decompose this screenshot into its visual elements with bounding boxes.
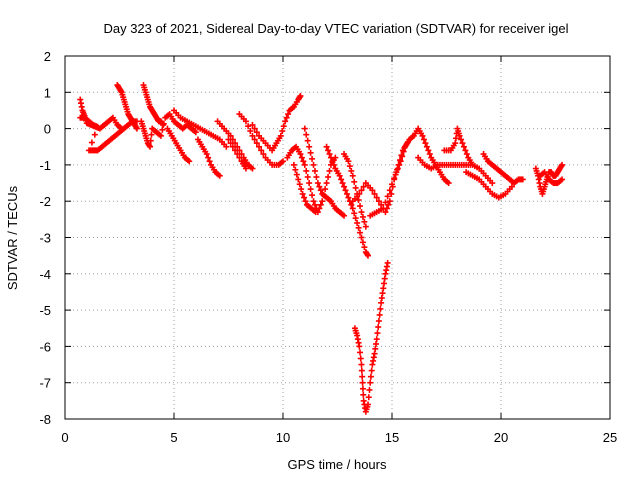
data-point <box>367 380 373 386</box>
data-point <box>324 180 330 186</box>
data-point <box>303 132 309 138</box>
x-tick-label: 15 <box>385 430 399 445</box>
data-point <box>374 336 380 342</box>
data-point <box>313 174 319 180</box>
data-point <box>327 168 333 174</box>
y-tick-label: 1 <box>44 85 51 100</box>
data-point <box>351 179 357 185</box>
data-point <box>358 356 364 362</box>
grid-lines <box>65 56 610 419</box>
y-tick-labels: 2 1 0 -1 -2 -3 -4 -5 -6 -7 -8 <box>39 49 51 427</box>
data-point <box>360 380 366 386</box>
data-point <box>359 374 365 380</box>
x-tick-label: 0 <box>61 430 68 445</box>
y-tick-label: -1 <box>39 158 51 173</box>
chart-svg: Day 323 of 2021, Sidereal Day-to-day VTE… <box>0 0 640 480</box>
x-axis-label: GPS time / hours <box>288 457 387 472</box>
data-point <box>305 138 311 144</box>
data-point <box>357 349 363 355</box>
data-point <box>309 192 315 198</box>
data-point <box>306 144 312 150</box>
data-point <box>360 386 366 392</box>
data-point <box>306 180 312 186</box>
y-tick-label: 2 <box>44 49 51 64</box>
data-point <box>353 185 359 191</box>
data-point <box>322 186 328 192</box>
data-point <box>305 174 311 180</box>
data-point <box>360 392 366 398</box>
data-point <box>377 306 383 312</box>
data-point <box>377 312 383 318</box>
y-tick-label: -5 <box>39 303 51 318</box>
data-point <box>385 260 391 266</box>
x-tick-label: 20 <box>494 430 508 445</box>
data-point <box>159 127 165 133</box>
y-tick-label: -6 <box>39 339 51 354</box>
data-point <box>312 168 318 174</box>
data-point <box>302 126 308 132</box>
x-tick-label: 25 <box>603 430 617 445</box>
data-point <box>309 156 315 162</box>
chart-title: Day 323 of 2021, Sidereal Day-to-day VTE… <box>103 21 568 36</box>
data-point <box>357 203 363 209</box>
data-point <box>358 362 364 368</box>
data-point <box>369 368 375 374</box>
data-point <box>359 368 365 374</box>
data-point <box>356 343 362 349</box>
y-tick-label: -4 <box>39 267 51 282</box>
data-point <box>92 132 98 138</box>
y-tick-label: -2 <box>39 194 51 209</box>
data-point <box>89 140 95 146</box>
data-point <box>308 186 314 192</box>
data-point <box>325 174 331 180</box>
data-point <box>375 324 381 330</box>
data-points <box>77 82 565 415</box>
y-tick-label: -8 <box>39 412 51 427</box>
y-tick-label: 0 <box>44 122 51 137</box>
data-point <box>303 168 309 174</box>
data-point <box>366 394 372 400</box>
data-point <box>374 330 380 336</box>
y-tick-label: -7 <box>39 376 51 391</box>
x-tick-labels: 0 5 10 15 20 25 <box>61 430 617 445</box>
x-tick-label: 5 <box>170 430 177 445</box>
y-axis-label: SDTVAR / TECUs <box>5 185 20 290</box>
data-point <box>368 374 374 380</box>
data-point <box>311 162 317 168</box>
y-tick-label: -3 <box>39 231 51 246</box>
x-tick-label: 10 <box>276 430 290 445</box>
data-point <box>366 387 372 393</box>
data-point <box>308 150 314 156</box>
data-point <box>376 318 382 324</box>
